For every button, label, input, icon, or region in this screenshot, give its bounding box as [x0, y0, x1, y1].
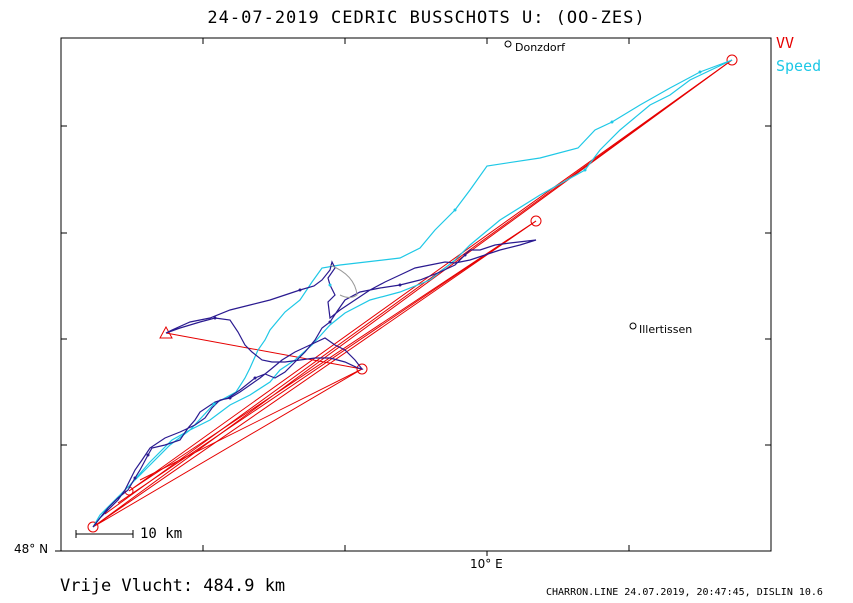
flight-track	[92, 239, 537, 528]
speed-dots	[212, 70, 702, 406]
turnpoint-1	[87, 521, 99, 533]
turnpoint-3	[530, 215, 542, 227]
legend-speed: Speed	[776, 57, 822, 75]
map-frame	[60, 37, 772, 552]
lon-ticks	[202, 38, 630, 556]
turnpoint-2	[726, 54, 738, 66]
vv-triangle	[92, 59, 733, 528]
scale-bar	[75, 530, 134, 538]
chart-title: 24-07-2019 CEDRIC BUSSCHOTS U: (OO-ZES)	[207, 8, 646, 28]
turnpoint-4	[356, 363, 368, 375]
town-label-illertissen: Illertissen	[639, 323, 693, 336]
legend-vv: VV	[776, 34, 795, 52]
town-marker-donzdorf	[504, 40, 512, 48]
footer-info: CHARRON.LINE 24.07.2019, 20:47:45, DISLI…	[546, 587, 823, 598]
track-dots	[133, 253, 467, 480]
lon-axis-label: 10° E	[470, 557, 503, 571]
town-label-donzdorf: Donzdorf	[515, 41, 566, 54]
town-marker-illertissen	[629, 322, 637, 330]
free-flight-distance: Vrije Vlucht: 484.9 km	[60, 576, 286, 596]
speed-track	[92, 59, 733, 528]
lat-ticks	[55, 125, 771, 552]
scale-label: 10 km	[140, 526, 183, 542]
lat-axis-label: 48° N	[14, 542, 49, 556]
